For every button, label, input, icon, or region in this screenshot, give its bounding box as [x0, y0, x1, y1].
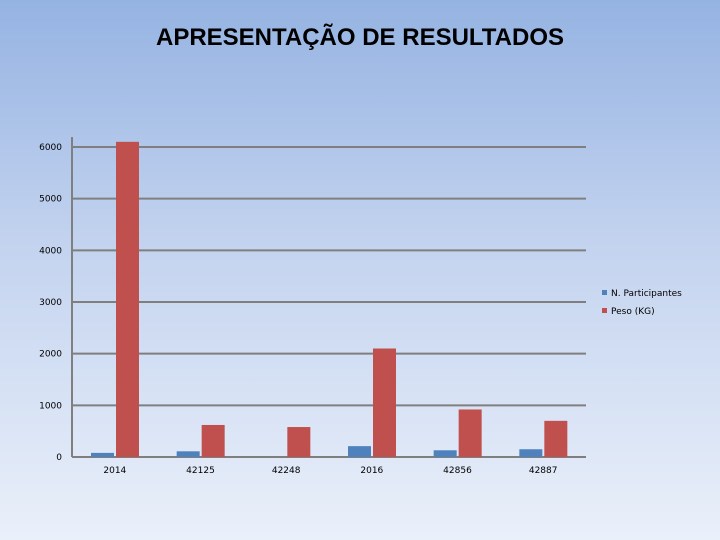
y-tick-label: 3000 — [39, 298, 62, 308]
y-tick-label: 1000 — [39, 401, 62, 411]
x-tick-label: 42856 — [443, 466, 472, 476]
bar — [91, 452, 114, 457]
x-tick-label: 42248 — [272, 466, 301, 476]
y-tick-label: 4000 — [39, 246, 62, 256]
y-tick-label: 5000 — [39, 195, 62, 205]
x-tick-label: 2016 — [360, 466, 383, 476]
bar — [433, 450, 457, 457]
bar — [519, 449, 543, 457]
bar — [458, 409, 482, 457]
x-tick-label: 2014 — [103, 466, 126, 476]
page-title: APRESENTAÇÃO DE RESULTADOS — [155, 24, 565, 51]
legend-label: Peso (KG) — [611, 307, 655, 317]
y-tick-label: 2000 — [39, 350, 62, 360]
legend-swatch — [602, 308, 607, 313]
x-tick-label: 42125 — [186, 466, 215, 476]
bar — [373, 348, 396, 457]
bar — [201, 424, 225, 457]
bar — [348, 446, 371, 457]
y-tick-label: 0 — [56, 453, 62, 463]
x-tick-label: 42887 — [529, 466, 558, 476]
bar — [116, 141, 139, 458]
bar — [176, 451, 200, 457]
legend-swatch — [602, 290, 607, 295]
bar — [287, 427, 311, 457]
y-tick-label: 6000 — [39, 143, 62, 153]
bar — [544, 420, 568, 457]
legend-label: N. Participantes — [611, 289, 682, 299]
